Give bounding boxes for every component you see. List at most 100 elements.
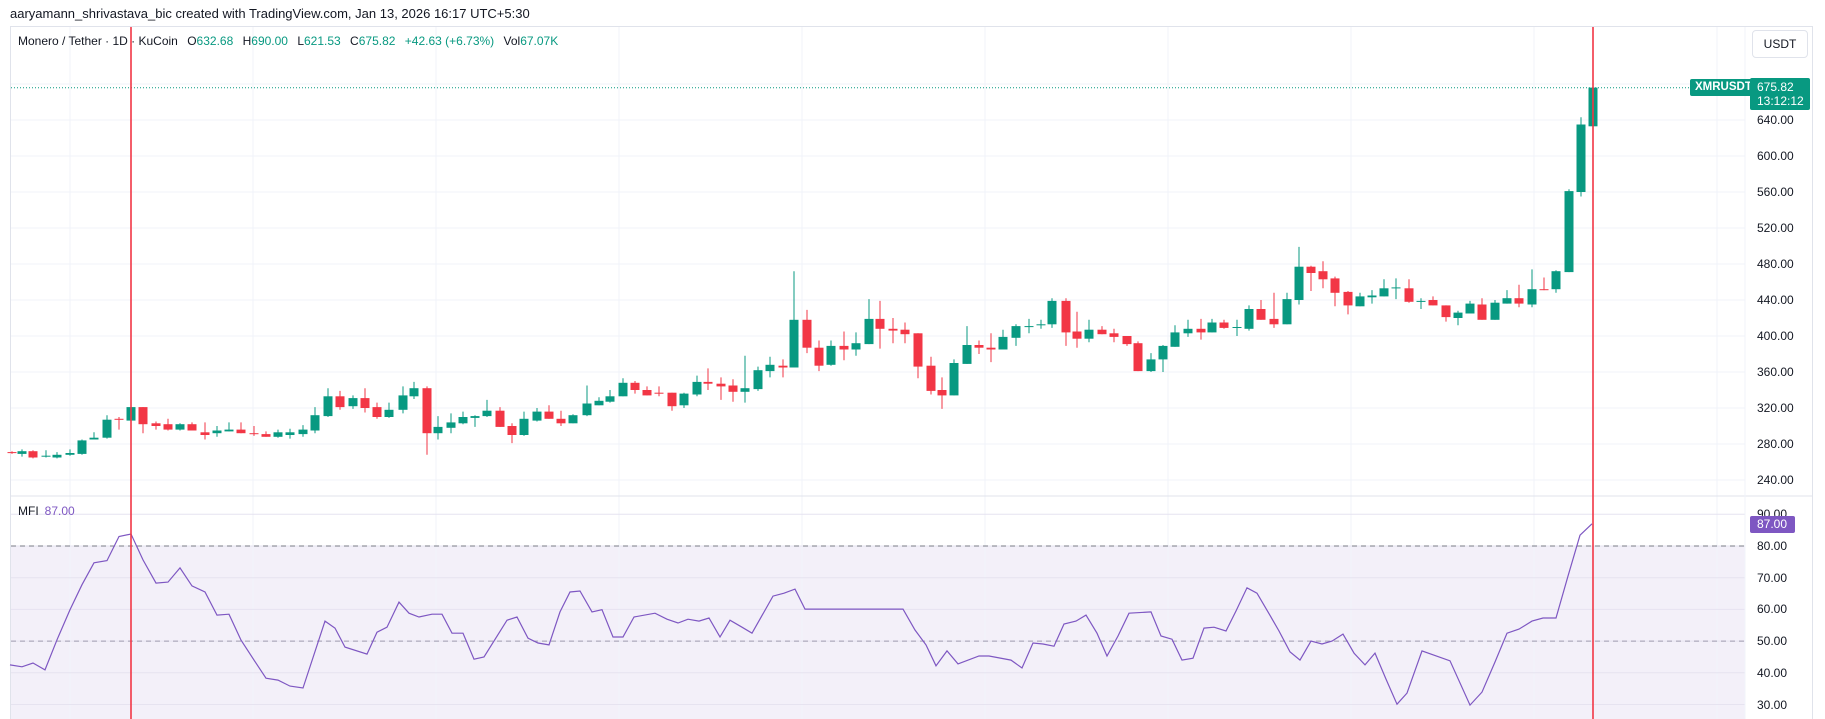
candle-body <box>630 382 640 390</box>
mfi-axis-label: 40.00 <box>1757 665 1788 680</box>
candle-body <box>778 365 788 368</box>
candle-body <box>1244 309 1254 329</box>
candle-body <box>1183 328 1193 334</box>
candle-body <box>1379 288 1389 297</box>
mfi-legend[interactable]: MFI 87.00 <box>18 504 75 518</box>
change-value: +42.63 (+6.73%) <box>404 34 495 48</box>
candle-body <box>519 418 529 435</box>
candle-body <box>1551 271 1561 290</box>
candle-body <box>556 418 566 424</box>
candle-body <box>398 395 408 410</box>
candle-body <box>1269 318 1279 325</box>
candle-body <box>582 403 592 416</box>
mfi-axis-label: 70.00 <box>1757 570 1788 585</box>
mfi-value: 87.00 <box>44 504 75 518</box>
candle-body <box>7 452 17 454</box>
candle-body <box>1318 271 1328 280</box>
chart-frame <box>10 26 1813 719</box>
mfi-axis-label: 50.00 <box>1757 634 1788 649</box>
currency-button[interactable]: USDT <box>1752 30 1808 58</box>
mfi-name: MFI <box>18 504 39 518</box>
candle-body <box>642 390 652 396</box>
candle-body <box>1367 295 1377 298</box>
candle-body <box>422 388 432 434</box>
price-axis-label: 240.00 <box>1757 473 1794 487</box>
candle-body <box>236 429 246 434</box>
candle-body <box>1256 309 1266 320</box>
candle-body <box>1061 300 1071 333</box>
candle-body <box>900 329 910 335</box>
price-axis-label: 640.00 <box>1757 113 1794 127</box>
candle-body <box>200 432 210 435</box>
price-axis-label: 480.00 <box>1757 257 1794 271</box>
candle-body <box>17 451 27 454</box>
candle-body <box>875 318 885 329</box>
candle-body <box>839 345 849 350</box>
candle-body <box>1428 300 1438 306</box>
price-axis-label: 280.00 <box>1757 437 1794 451</box>
candle-body <box>1465 303 1475 314</box>
candle-body <box>1306 266 1316 273</box>
volume-label: Vol <box>503 34 521 48</box>
candle-body <box>826 345 836 365</box>
volume-value: 67.07K <box>520 34 559 48</box>
candle-body <box>618 382 628 397</box>
candle-body <box>1196 328 1206 333</box>
candle-body <box>175 424 185 430</box>
candle-body <box>273 432 283 437</box>
candle-body <box>187 424 197 431</box>
candle-body <box>1146 359 1156 372</box>
candle-body <box>1330 278 1340 293</box>
candle-body <box>814 347 824 366</box>
candle-body <box>163 424 173 430</box>
candle-body <box>692 381 702 395</box>
candle-body <box>482 410 492 417</box>
candle-body <box>285 432 295 435</box>
candle-body <box>65 453 75 455</box>
candle-body <box>1539 289 1549 291</box>
candle-body <box>1097 329 1107 335</box>
candle-body <box>507 426 517 435</box>
candle-body <box>1564 191 1574 273</box>
candle-body <box>433 426 443 434</box>
candle-body <box>1011 326 1021 338</box>
candle-body <box>667 392 677 407</box>
mfi-band-fill <box>11 546 1745 719</box>
candle-body <box>913 333 923 367</box>
candle-body <box>348 398 358 407</box>
candle-body <box>114 418 124 420</box>
candle-body <box>151 423 161 426</box>
candle-body <box>1477 304 1487 320</box>
candle-body <box>1416 300 1426 302</box>
candle-body <box>1207 322 1217 333</box>
candle-body <box>765 364 775 372</box>
candle-body <box>1355 296 1365 307</box>
candle-body <box>962 345 972 364</box>
mfi-axis-label: 80.00 <box>1757 539 1788 553</box>
candle-body <box>1232 327 1242 328</box>
candle-body <box>974 345 984 348</box>
symbol-price-tag: XMRUSDT <box>1690 79 1757 96</box>
price-axis-label: 560.00 <box>1757 185 1794 199</box>
open-label: O <box>187 34 197 48</box>
candle-body <box>851 343 861 350</box>
candle-body <box>1158 345 1168 360</box>
symbol-name[interactable]: Monero / Tether · 1D · KuCoin <box>18 34 178 48</box>
candle-body <box>1502 298 1512 304</box>
candle-body <box>89 437 99 440</box>
candle-body <box>384 409 394 417</box>
mfi-axis-label: 30.00 <box>1757 697 1788 712</box>
candle-body <box>864 318 874 345</box>
symbol-legend: Monero / Tether · 1D · KuCoin O632.68 H6… <box>18 34 558 48</box>
low-label: L <box>297 34 304 48</box>
candle-body <box>41 455 51 457</box>
candle-body <box>1072 331 1082 339</box>
low-value: 621.53 <box>304 34 341 48</box>
bar-countdown: 13:12:12 <box>1757 94 1804 108</box>
last-price-tag: 675.82 13:12:12 <box>1750 78 1810 110</box>
candle-body <box>446 422 456 428</box>
candle-body <box>802 319 812 348</box>
candle-body <box>1036 324 1046 326</box>
mfi-value-tag: 87.00 <box>1750 516 1795 533</box>
